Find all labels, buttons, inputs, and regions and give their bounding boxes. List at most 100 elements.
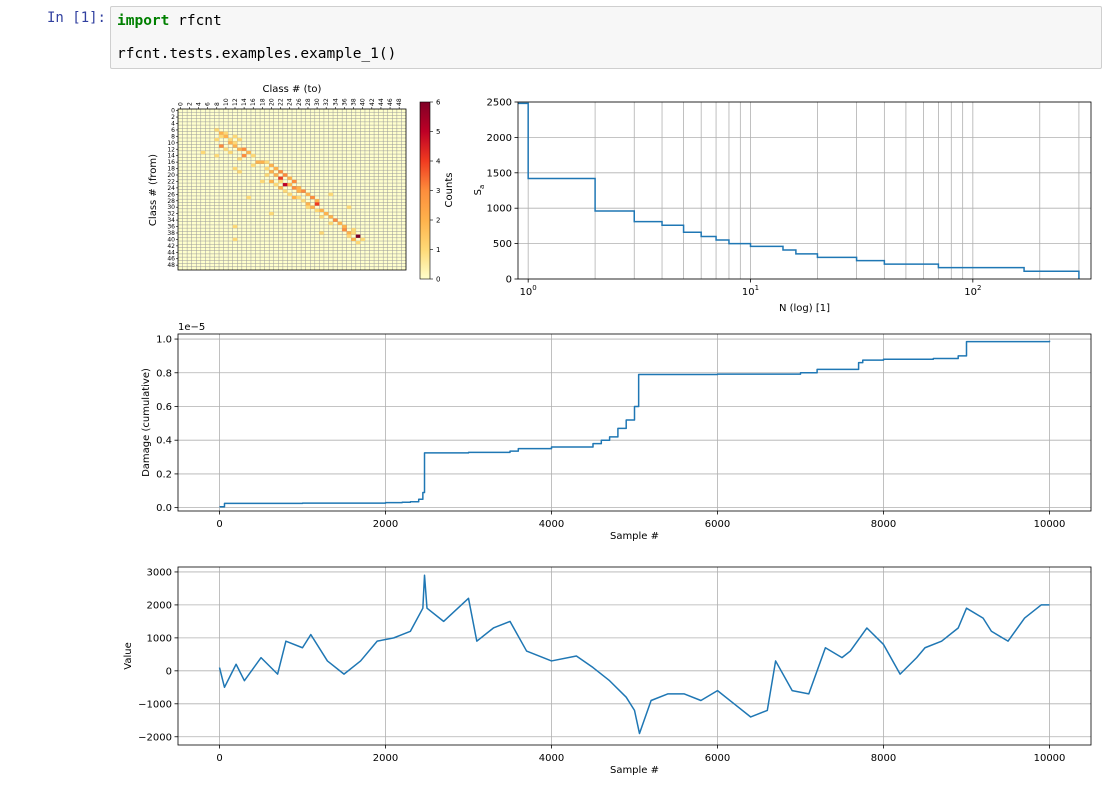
signal-chart-x-tick-label: 2000 (373, 753, 398, 764)
colorbar-tick-label: 1 (436, 246, 440, 254)
code-cell-input[interactable]: import rfcnt rfcnt.tests.examples.exampl… (110, 6, 1102, 69)
damage-chart-x-tick-label: 2000 (373, 519, 398, 530)
heatmap-cell (314, 199, 320, 203)
signal-chart-y-tick-label: 3000 (147, 567, 172, 578)
heatmap-cell (269, 179, 274, 184)
heatmap-cell (241, 147, 247, 151)
heatmap-cell (319, 231, 324, 235)
colorbar-tick-label: 5 (436, 128, 440, 136)
sa-x-tick-label: 102 (964, 284, 981, 298)
heatmap-x-tick-label: 12 (232, 98, 239, 106)
sa-y-tick-label: 2000 (487, 133, 512, 144)
signal-chart-x-tick-label: 8000 (871, 753, 896, 764)
heatmap-cell (214, 154, 220, 158)
heatmap-cell (214, 128, 220, 132)
heatmap-cell (255, 160, 261, 164)
heatmap-cell (301, 189, 306, 193)
heatmap-cell (278, 170, 283, 174)
heatmap-y-tick-label: 46 (167, 256, 175, 263)
heatmap-cell (310, 195, 315, 200)
sa-y-label-base: S (473, 189, 484, 195)
sa-x-tick-exponent: 1 (755, 284, 759, 292)
heatmap-y-tick-label: 44 (167, 249, 175, 256)
heatmap-cell (296, 186, 302, 190)
heatmap-y-tick-label: 14 (167, 153, 175, 160)
heatmap-cell (237, 147, 242, 151)
heatmap-x-tick-label: 2 (186, 102, 193, 106)
heatmap-x-tick-label: 18 (259, 98, 266, 106)
heatmap-y-tick-label: 0 (171, 108, 175, 115)
sa-x-tick-exponent: 0 (532, 284, 536, 292)
heatmap-cell (319, 208, 324, 213)
heatmap-cell (232, 144, 238, 148)
heatmap-cell (287, 183, 292, 187)
heatmap-cell (264, 166, 270, 171)
signal-chart-x-tick-label: 0 (216, 753, 222, 764)
heatmap-cell (232, 141, 238, 145)
damage-chart-y-axis-label: Damage (cumulative) (141, 368, 152, 477)
heatmap-cell (319, 215, 324, 219)
colorbar-label: Counts (444, 173, 455, 208)
heatmap-x-tick-label: 32 (323, 98, 330, 106)
rainflow-matrix-chart: 0 2 4 6 8 10 12 14 16 18 20 22 24 26 28 30 32 34 36 38 40 42 4… (148, 84, 455, 284)
heatmap-y-tick-label: 28 (167, 198, 175, 205)
heatmap-y-axis-label: Class # (from) (148, 154, 159, 226)
heatmap-y-tick-label: 48 (167, 262, 175, 269)
heatmap-cell (241, 154, 247, 158)
heatmap-x-tick-label: 20 (268, 98, 275, 106)
heatmap-x-tick-label: 34 (332, 98, 339, 106)
colorbar-tick-label: 0 (436, 276, 440, 284)
heatmap-cell (269, 170, 274, 174)
heatmap-cell (328, 215, 334, 219)
heatmap-cell (260, 160, 265, 164)
heatmap-x-tick-label: 14 (241, 98, 248, 106)
heatmap-cell (237, 137, 242, 142)
sa-x-tick-base: 10 (964, 287, 977, 298)
heatmap-cell (246, 150, 251, 155)
heatmap-cell (250, 154, 256, 158)
sa-x-tick-base: 10 (742, 287, 755, 298)
heatmap-cell (314, 202, 320, 206)
colorbar-tick-label: 2 (436, 217, 440, 225)
signal-chart-y-tick-label: 0 (166, 666, 172, 677)
heatmap-cell (264, 160, 270, 164)
heatmap-x-tick-label: 48 (396, 98, 403, 106)
signal-chart-y-tick-label: 1000 (147, 633, 172, 644)
damage-chart-y-tick-label: 0.4 (156, 436, 172, 447)
heatmap-cell (346, 231, 352, 235)
heatmap-x-tick-label: 0 (177, 102, 184, 106)
heatmap-cell (228, 137, 233, 142)
heatmap-x-tick-label: 46 (387, 98, 394, 106)
heatmap-cell (323, 212, 329, 216)
heatmap-cell (250, 163, 256, 167)
sa-step-series (518, 102, 1080, 279)
signal-chart-y-tick-label: 2000 (147, 600, 172, 611)
heatmap-y-tick-label: 12 (167, 146, 175, 153)
signal-chart-x-tick-label: 4000 (539, 753, 564, 764)
heatmap-cell (296, 195, 302, 200)
heatmap-cell (278, 179, 283, 184)
heatmap-y-tick-label: 36 (167, 224, 175, 231)
heatmap-cell (351, 231, 356, 235)
damage-chart-y-tick-label: 0.2 (156, 469, 172, 480)
heatmap-cell (328, 192, 334, 196)
heatmap-cell (360, 237, 365, 242)
heatmap-y-tick-label: 26 (167, 191, 175, 198)
signal-chart: 0 2000 4000 6000 8000 10000 −2000 −1000 0 1000 200… (123, 566, 1092, 776)
sa-x-tick-base: 10 (520, 287, 533, 298)
damage-chart: 0 2000 4000 6000 8000 10000 0.0 0.2 0.4 0.6 0.8 1.0… (141, 322, 1092, 542)
heatmap-cell (305, 205, 311, 209)
heatmap-cell (237, 170, 242, 174)
heatmap-y-tick-label: 16 (167, 159, 175, 166)
code-line-1-rest: rfcnt (169, 13, 222, 29)
damage-chart-y-tick-label: 1.0 (156, 335, 172, 346)
heatmap-cell (314, 208, 320, 213)
sa-y-tick-label: 1500 (487, 168, 512, 179)
heatmap-y-tick-label: 32 (167, 211, 175, 218)
heatmap-cell (301, 199, 306, 203)
heatmap-cell (228, 150, 233, 155)
heatmap-x-tick-label: 10 (223, 98, 230, 106)
heatmap-y-tick-label: 40 (167, 236, 175, 243)
heatmap-cell (351, 228, 356, 232)
heatmap-cell (282, 173, 288, 177)
